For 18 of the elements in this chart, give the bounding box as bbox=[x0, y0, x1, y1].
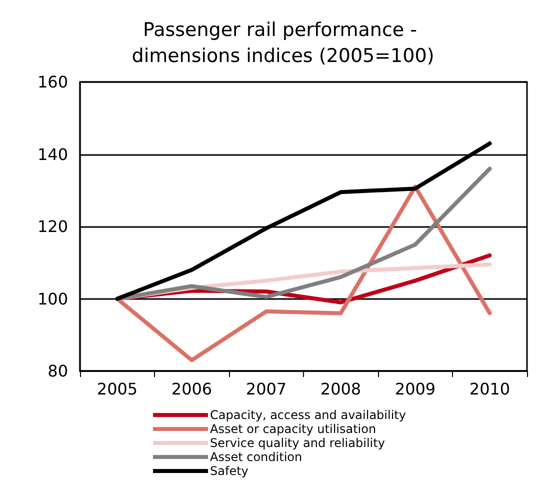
y-tick-label: 160 bbox=[37, 72, 68, 92]
x-tick-label: 2007 bbox=[246, 380, 287, 398]
x-tick-label: 2009 bbox=[394, 380, 436, 398]
legend-label: Service quality and reliability bbox=[210, 436, 385, 450]
x-tick-label: 2010 bbox=[469, 380, 510, 398]
legend-label: Capacity, access and availability bbox=[210, 408, 406, 422]
x-tick-label: 2006 bbox=[171, 380, 212, 398]
y-tick-label: 140 bbox=[37, 144, 68, 164]
legend-label: Asset or capacity utilisation bbox=[210, 422, 376, 436]
chart-title: Passenger rail performance - dimensions indices (2005=100) bbox=[132, 19, 434, 67]
y-tick-label: 120 bbox=[37, 217, 68, 236]
line-series bbox=[115, 184, 492, 362]
legend-label: Safety bbox=[210, 464, 248, 478]
y-tick-label: 100 bbox=[37, 289, 68, 308]
legend-label: Asset condition bbox=[210, 450, 302, 464]
y-tick-label: 80 bbox=[48, 362, 68, 380]
x-tick-label: 2008 bbox=[320, 380, 362, 398]
x-tick-label: 2005 bbox=[96, 380, 138, 398]
